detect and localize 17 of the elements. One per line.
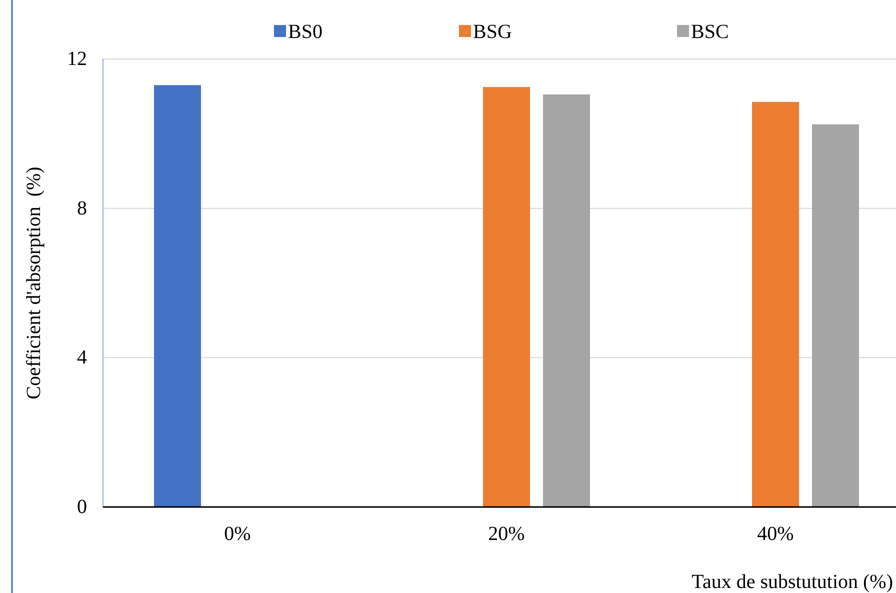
bar bbox=[752, 102, 799, 507]
y-axis-title: Coefficient d'absorption (%) bbox=[23, 166, 45, 400]
y-tick-label: 0 bbox=[77, 496, 87, 518]
legend-label: BS0 bbox=[288, 21, 322, 43]
x-axis-title: Taux de substutution (%) bbox=[692, 571, 893, 593]
y-tick-label: 4 bbox=[77, 346, 87, 369]
bar bbox=[812, 124, 859, 507]
bar bbox=[154, 85, 201, 507]
x-tick-label: 20% bbox=[488, 523, 525, 545]
x-tick-label: 40% bbox=[757, 523, 794, 545]
y-tick-label: 12 bbox=[67, 48, 87, 70]
bar bbox=[483, 87, 530, 507]
bar bbox=[543, 94, 590, 507]
legend-label: BSG bbox=[473, 21, 512, 43]
x-tick-label: 0% bbox=[224, 523, 251, 545]
legend-label: BSC bbox=[691, 21, 729, 43]
y-tick-label: 8 bbox=[77, 197, 87, 220]
